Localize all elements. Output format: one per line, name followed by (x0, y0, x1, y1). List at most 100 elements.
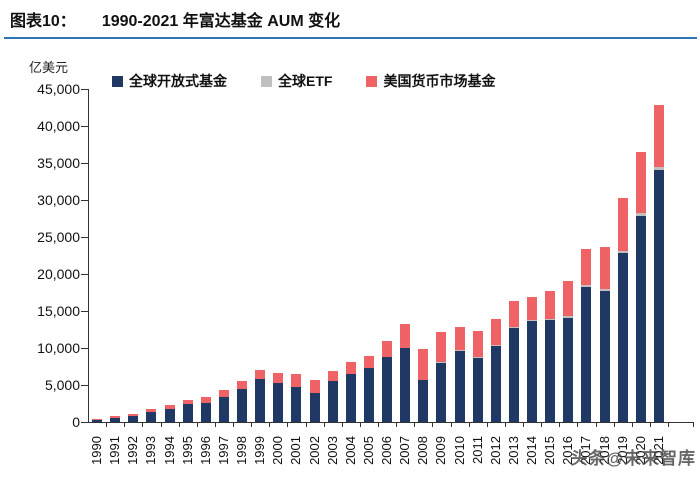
x-label-2005: 2005 (360, 436, 376, 465)
x-tick (577, 423, 579, 427)
x-tick (106, 423, 108, 427)
bar-segment-1993 (146, 409, 157, 412)
bar-segment-2021 (653, 167, 664, 171)
x-tick (287, 423, 289, 427)
figure-number: 图表10： (10, 13, 76, 30)
x-tick (649, 423, 651, 427)
x-tick (305, 423, 307, 427)
y-tick-label: 15,000 (37, 303, 80, 319)
x-tick (523, 423, 524, 427)
x-tick (160, 423, 162, 427)
x-axis-line (88, 422, 694, 423)
y-tick (81, 311, 88, 312)
bar-segment-2009 (436, 332, 447, 363)
bar-segment-2015 (545, 318, 556, 320)
y-tick-label: 40,000 (37, 118, 80, 134)
bar-segment-2008 (418, 348, 429, 380)
bar-segment-2010 (454, 350, 465, 422)
bar-segment-1994 (164, 404, 175, 409)
chart-header: 图表10： 1990-2021 年富达基金 AUM 变化 (10, 7, 340, 31)
bar-segment-2021 (653, 170, 664, 422)
bar-segment-2014 (527, 296, 538, 320)
y-tick (81, 126, 88, 127)
bar-segment-2016 (563, 317, 574, 422)
bar-segment-2012 (490, 345, 501, 422)
x-tick (124, 423, 126, 427)
bar-segment-2011 (472, 330, 483, 358)
bar-segment-1991 (110, 416, 121, 418)
bar-segment-2019 (617, 251, 628, 254)
x-label-1993: 1993 (143, 436, 159, 465)
bar-segment-2010 (454, 326, 465, 350)
x-label-2010: 2010 (451, 436, 467, 465)
y-tick-label: 0 (72, 414, 80, 430)
y-tick (81, 237, 88, 238)
legend-swatch-global-etf (261, 75, 272, 87)
y-tick-label: 45,000 (37, 81, 80, 97)
bar-segment-2018 (599, 291, 610, 422)
x-tick (214, 423, 216, 427)
x-label-2007: 2007 (397, 436, 413, 465)
x-label-1994: 1994 (161, 436, 177, 465)
y-tick-label: 30,000 (37, 192, 80, 208)
y-tick (81, 274, 88, 275)
bar-segment-2019 (617, 197, 628, 252)
y-axis-line (88, 89, 89, 423)
page-title: 1990-2021 年富达基金 AUM 变化 (101, 13, 341, 30)
title-divider (4, 37, 697, 39)
bar-segment-2004 (345, 362, 356, 375)
y-tick (81, 200, 88, 201)
legend-item-global-etf: 全球ETF (261, 71, 332, 91)
bar-segment-1995 (182, 404, 193, 422)
legend-item-open-end-funds: 全球开放式基金 (112, 71, 227, 91)
x-tick (233, 423, 234, 427)
bar-segment-2016 (563, 281, 574, 317)
watermark: 头条@未来智库 (570, 449, 696, 468)
x-label-2001: 2001 (288, 436, 304, 465)
y-tick-label: 35,000 (37, 155, 80, 171)
y-tick (81, 348, 88, 349)
bar-segment-2000 (273, 372, 284, 383)
legend-swatch-us-money-market-funds (366, 75, 378, 87)
bar-segment-2003 (327, 371, 338, 382)
bar-segment-2021 (653, 105, 664, 168)
bar-segment-1999 (255, 370, 266, 379)
bar-segment-1992 (128, 415, 139, 422)
y-tick-label: 10,000 (37, 340, 80, 356)
bar-segment-2015 (545, 291, 556, 319)
bar-segment-1997 (218, 390, 229, 397)
bar-segment-1991 (110, 417, 121, 422)
x-label-2014: 2014 (524, 436, 540, 465)
y-axis-unit-label: 亿美元 (29, 60, 69, 75)
bar-segment-2000 (273, 382, 284, 422)
bar-segment-1996 (200, 396, 211, 404)
x-label-1999: 1999 (252, 436, 268, 465)
bar-segment-1994 (164, 408, 175, 422)
x-tick (142, 423, 144, 427)
x-tick (668, 423, 669, 427)
bar-segment-2007 (400, 324, 411, 349)
x-tick (559, 423, 561, 427)
bar-segment-2020 (635, 212, 646, 216)
bar-segment-1997 (218, 396, 229, 422)
bar-segment-2002 (309, 380, 320, 393)
x-tick (504, 423, 506, 427)
x-tick (693, 423, 694, 427)
x-tick (613, 423, 615, 427)
bar-segment-2020 (635, 215, 646, 422)
x-tick (323, 423, 325, 427)
bar-segment-2009 (436, 362, 447, 422)
x-label-2006: 2006 (379, 436, 395, 465)
x-tick (595, 423, 597, 427)
y-tick (81, 422, 88, 423)
bar-segment-2005 (363, 356, 374, 369)
x-label-1998: 1998 (234, 436, 250, 465)
bar-segment-2001 (291, 386, 302, 422)
bar-segment-2019 (617, 253, 628, 422)
bar-segment-2003 (327, 381, 338, 422)
bar-segment-2013 (508, 327, 519, 328)
bar-segment-2016 (563, 316, 574, 318)
x-tick (269, 423, 271, 427)
bar-segment-2008 (418, 379, 429, 422)
